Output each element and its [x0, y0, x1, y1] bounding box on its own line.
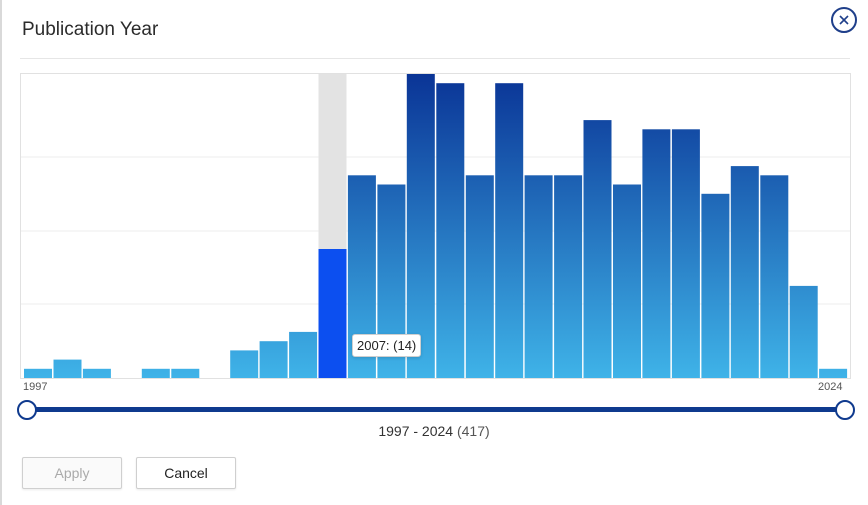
bar-2016[interactable] [583, 120, 612, 378]
close-icon [839, 15, 849, 25]
title-divider [20, 58, 850, 59]
bar-1998[interactable] [53, 359, 82, 378]
bar-2001[interactable] [141, 368, 170, 378]
apply-button[interactable]: Apply [22, 457, 122, 489]
range-summary: 1997 - 2024 (417) [0, 423, 868, 439]
axis-min-label: 1997 [23, 381, 48, 393]
bar-2010[interactable] [406, 74, 435, 378]
bar-2002[interactable] [171, 368, 200, 378]
slider-handle-min[interactable] [17, 400, 37, 420]
close-button[interactable] [831, 7, 857, 33]
bar-2011[interactable] [436, 83, 465, 378]
bar-2013[interactable] [495, 83, 524, 378]
bar-1999[interactable] [82, 368, 111, 378]
bar-2020[interactable] [701, 193, 730, 378]
bar-2005[interactable] [259, 341, 288, 378]
bar-2019[interactable] [671, 129, 700, 378]
range-summary-years: 1997 - 2024 [378, 423, 454, 439]
bar-2006[interactable] [289, 331, 318, 378]
bar-2023[interactable] [789, 285, 818, 378]
bar-1997[interactable] [24, 368, 52, 378]
histogram-chart [20, 73, 851, 379]
dialog-title: Publication Year [22, 19, 159, 40]
bar-2021[interactable] [730, 166, 759, 378]
dialog-left-edge [0, 0, 2, 505]
bar-tooltip: 2007: (14) [352, 334, 422, 357]
bar-2004[interactable] [230, 350, 259, 378]
bar-2017[interactable] [613, 184, 641, 379]
bar-2015[interactable] [554, 175, 583, 378]
cancel-button[interactable]: Cancel [136, 457, 236, 489]
slider-handle-max[interactable] [835, 400, 855, 420]
range-summary-count: (417) [456, 423, 490, 439]
bar-2024[interactable] [819, 368, 848, 378]
bar-2007[interactable] [318, 249, 347, 378]
bar-2018[interactable] [642, 129, 671, 378]
histogram-svg [21, 74, 850, 379]
year-range-slider-track[interactable] [27, 407, 845, 412]
bar-2012[interactable] [465, 175, 494, 378]
axis-max-label: 2024 [818, 381, 843, 393]
bar-2014[interactable] [524, 175, 553, 378]
bar-2022[interactable] [760, 175, 789, 378]
